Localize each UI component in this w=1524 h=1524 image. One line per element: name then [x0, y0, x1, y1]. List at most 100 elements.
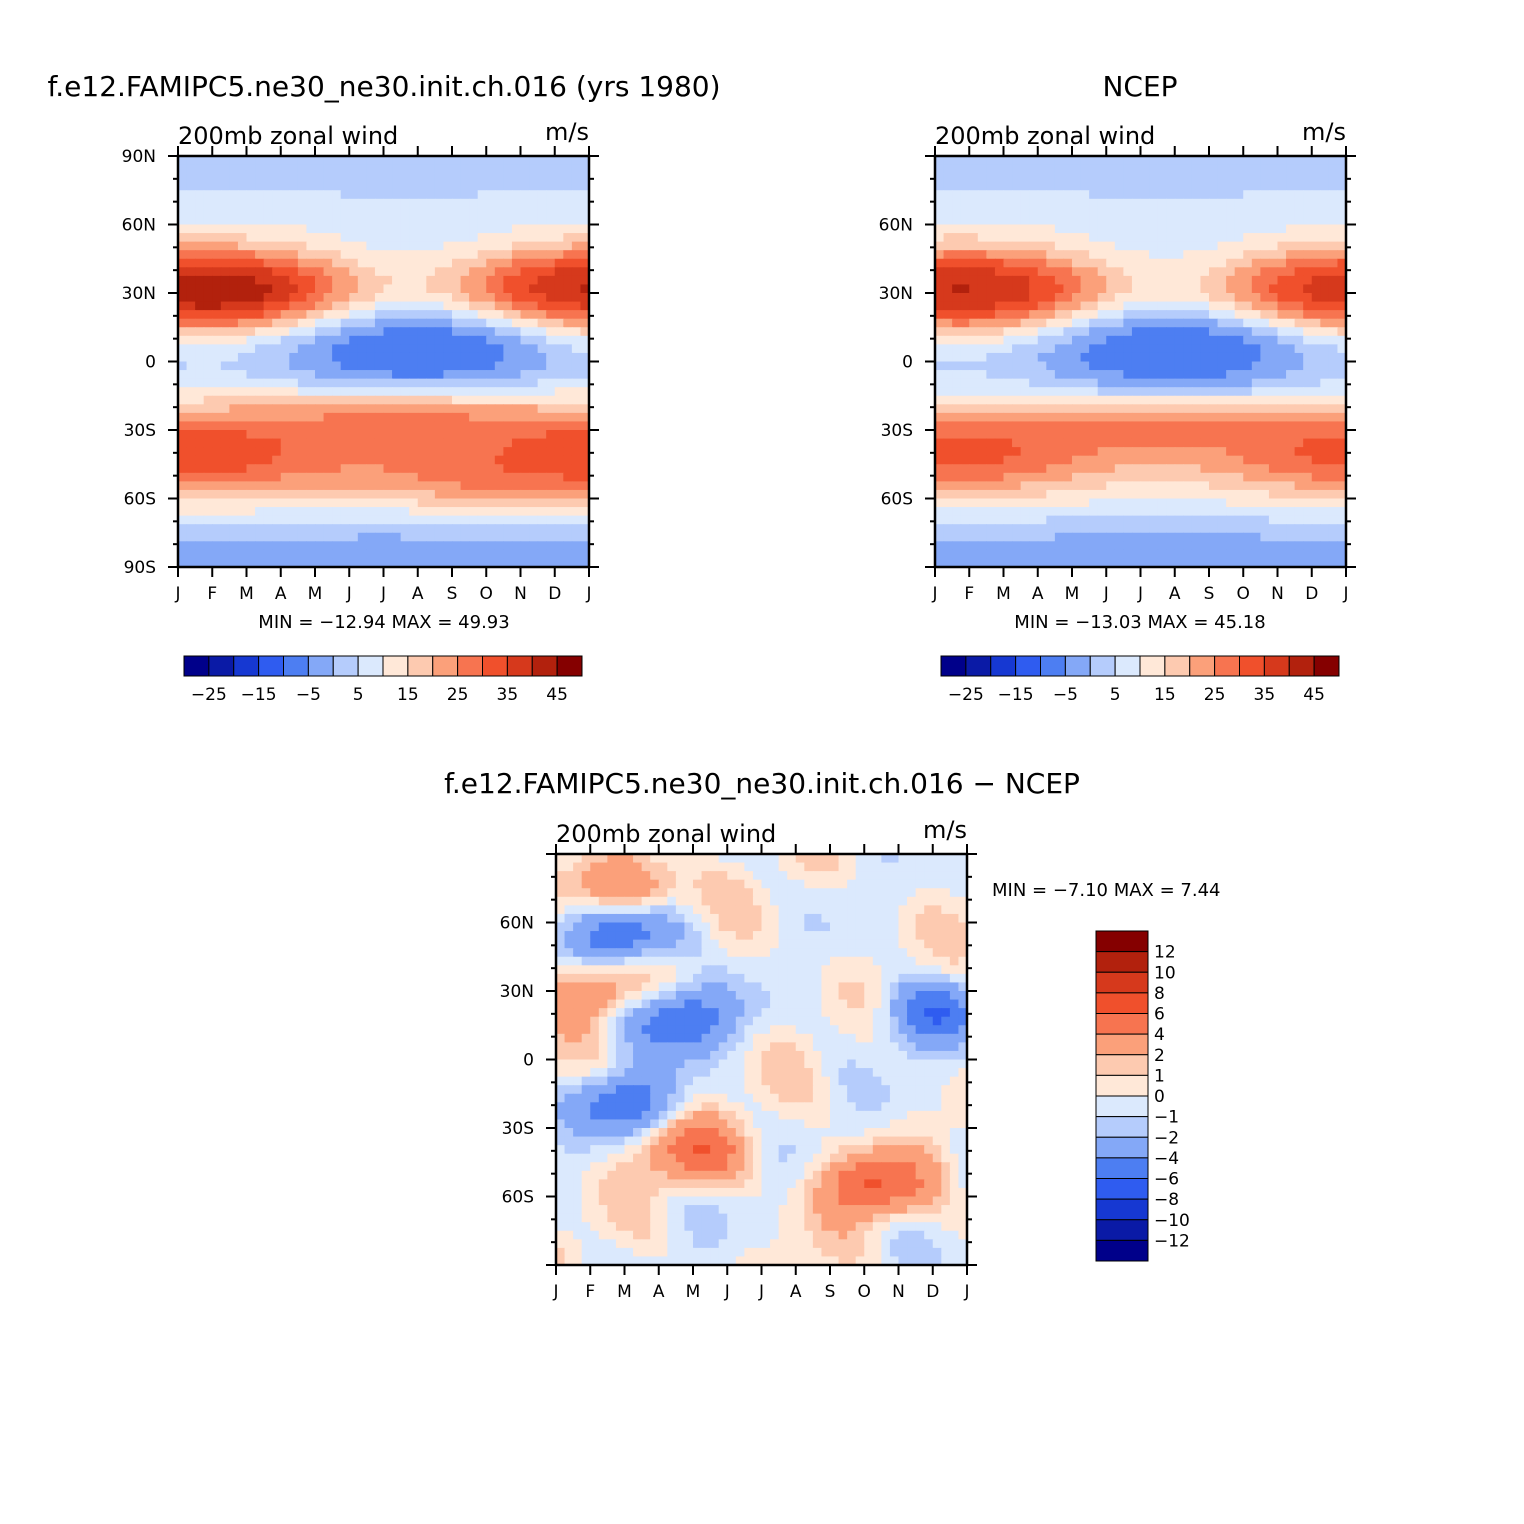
contour-cell [289, 318, 299, 328]
colorbar-box [1015, 655, 1041, 677]
contour-cell [1114, 489, 1124, 500]
contour-cell [315, 549, 325, 560]
contour-cell [960, 241, 970, 251]
contour-cell [1243, 370, 1253, 380]
contour-cell [443, 404, 453, 414]
contour-cell [1200, 156, 1210, 166]
contour-cell [289, 515, 299, 525]
contour-cell [1234, 275, 1244, 286]
contour-cell [477, 224, 487, 234]
contour-cell [1303, 284, 1313, 294]
contour-cell [255, 267, 265, 277]
contour-cell [1294, 224, 1304, 234]
contour-cell [1157, 464, 1167, 474]
contour-cell [952, 241, 962, 251]
contour-cell [400, 498, 410, 508]
contour-cell [1106, 378, 1116, 388]
contour-cell [1337, 335, 1346, 345]
contour-cell [1037, 472, 1047, 482]
contour-cell [935, 267, 945, 277]
contour-cell [977, 275, 987, 286]
contour-cell [520, 412, 530, 423]
contour-cell [1286, 515, 1296, 525]
contour-cell [1277, 438, 1287, 448]
contour-cell [1089, 284, 1099, 294]
contour-cell [969, 293, 979, 303]
contour-cell [392, 549, 402, 560]
contour-cell [960, 455, 970, 465]
contour-cell [263, 455, 273, 465]
contour-cell [289, 250, 299, 260]
contour-cell [332, 344, 342, 354]
contour-cell [770, 862, 780, 872]
contour-cell [212, 558, 222, 567]
contour-cell [469, 378, 479, 388]
contour-cell [178, 344, 188, 354]
contour-cell [960, 258, 970, 268]
colorbar-box [1114, 655, 1141, 677]
contour-cell [590, 862, 600, 872]
contour-cell [349, 293, 359, 303]
contour-cell [469, 233, 479, 243]
contour-cell [537, 335, 547, 345]
contour-cell [1268, 507, 1279, 517]
contour-cell [537, 173, 547, 183]
contour-cell [246, 207, 256, 217]
contour-cell [1131, 173, 1142, 183]
contour-cell [255, 489, 265, 500]
contour-cell [1149, 370, 1159, 380]
contour-cell [1328, 224, 1339, 234]
contour-cell [1191, 207, 1202, 217]
contour-cell [315, 284, 325, 294]
contour-cell [571, 489, 582, 500]
contour-cell [1072, 421, 1082, 431]
contour-cell [1234, 387, 1244, 397]
contour-cell [1080, 233, 1090, 243]
contour-cell [195, 507, 205, 517]
contour-cell [795, 871, 805, 881]
contour-cell [357, 498, 367, 508]
contour-cell [969, 430, 979, 440]
contour-cell [186, 438, 196, 448]
contour-cell [1294, 524, 1304, 534]
contour-cell [1200, 404, 1210, 414]
contour-cell [994, 198, 1005, 208]
contour-cell [315, 515, 325, 525]
contour-cell [1157, 430, 1167, 440]
contour-cell [1328, 378, 1339, 388]
contour-cell [1277, 198, 1287, 208]
contour-cell [392, 404, 402, 414]
contour-cell [486, 481, 496, 491]
contour-cell [935, 378, 945, 388]
contour-cell [727, 862, 737, 872]
contour-cell [220, 310, 230, 320]
contour-cell [246, 472, 256, 482]
contour-cell [1251, 455, 1261, 465]
contour-cell [332, 549, 342, 560]
contour-cell [332, 173, 342, 183]
contour-cell [469, 507, 479, 517]
contour-cell [1072, 489, 1082, 500]
contour-cell [1149, 455, 1159, 465]
contour-cell [1226, 558, 1236, 567]
contour-cell [1149, 387, 1159, 397]
contour-cell [511, 156, 522, 166]
contour-cell [486, 370, 496, 380]
contour-cell [477, 310, 487, 320]
contour-cell [1029, 215, 1039, 226]
contour-cell [374, 258, 385, 268]
contour-cell [1217, 233, 1227, 243]
contour-cell [400, 233, 410, 243]
contour-cell [280, 190, 290, 200]
contour-cell [409, 198, 419, 208]
contour-cell [520, 164, 530, 174]
contour-cell [460, 532, 470, 542]
contour-cell [255, 173, 265, 183]
contour-cell [409, 190, 419, 200]
contour-cell [1072, 472, 1082, 482]
contour-cell [477, 464, 487, 474]
contour-cell [434, 301, 445, 311]
contour-cell [426, 387, 436, 397]
contour-cell [426, 318, 436, 328]
contour-cell [952, 430, 962, 440]
